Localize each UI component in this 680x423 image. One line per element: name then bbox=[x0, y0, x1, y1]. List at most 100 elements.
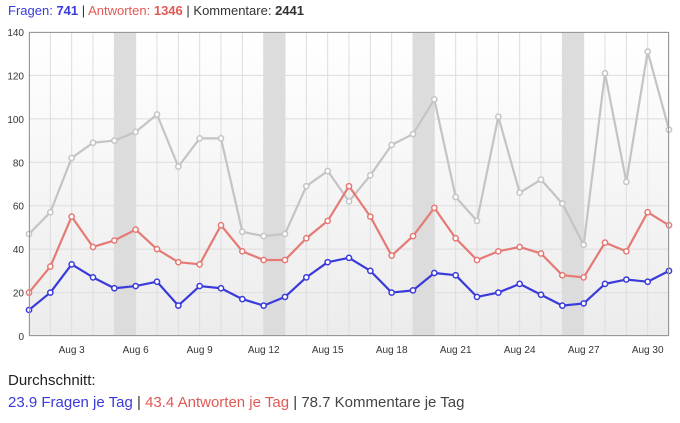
answers-point bbox=[558, 271, 566, 279]
comments-point bbox=[68, 154, 76, 162]
questions-point bbox=[281, 293, 289, 301]
comments-point bbox=[430, 95, 438, 103]
answers-point bbox=[196, 260, 204, 268]
questions-point bbox=[580, 300, 588, 307]
comments-point bbox=[345, 198, 353, 205]
questions-point bbox=[68, 260, 76, 268]
y-tick-label: 20 bbox=[13, 289, 25, 300]
comments-point bbox=[388, 141, 396, 149]
series-lines bbox=[25, 48, 673, 314]
answers-point bbox=[409, 232, 417, 240]
x-tick-label: Aug 30 bbox=[632, 345, 664, 356]
questions-point bbox=[366, 267, 374, 275]
questions-total-label: Fragen: bbox=[8, 3, 53, 18]
answers-point bbox=[430, 204, 438, 212]
comments-point bbox=[601, 69, 609, 77]
answers-average: 43.4 Antworten je Tag bbox=[145, 394, 290, 411]
x-tick-label: Aug 24 bbox=[504, 345, 536, 356]
questions-point bbox=[388, 289, 396, 296]
questions-point bbox=[238, 295, 246, 303]
questions-point bbox=[558, 302, 566, 309]
average-summary: 23.9 Fragen je Tag | 43.4 Antworten je T… bbox=[8, 394, 464, 411]
separator: | bbox=[186, 3, 190, 18]
questions-series bbox=[25, 254, 673, 314]
average-heading: Durchschnitt: bbox=[8, 372, 96, 389]
y-tick-label: 0 bbox=[18, 332, 24, 343]
comments-point bbox=[281, 230, 289, 238]
comments-point bbox=[196, 135, 204, 142]
questions-point bbox=[409, 287, 417, 294]
totals-summary: Fragen: 741 | Antworten: 1346 | Kommenta… bbox=[8, 3, 304, 18]
comments-point bbox=[452, 193, 460, 201]
answers-point bbox=[174, 258, 182, 266]
comments-total-label: Kommentare: bbox=[193, 3, 272, 18]
questions-point bbox=[196, 282, 204, 290]
questions-point bbox=[473, 293, 481, 301]
answers-point bbox=[494, 247, 502, 255]
y-tick-label: 60 bbox=[13, 202, 25, 213]
comments-point bbox=[89, 139, 97, 147]
questions-point bbox=[601, 280, 609, 288]
x-tick-label: Aug 6 bbox=[123, 345, 150, 356]
answers-point bbox=[537, 250, 545, 257]
comments-point bbox=[537, 176, 545, 184]
comments-point bbox=[260, 232, 268, 240]
answers-point bbox=[110, 237, 118, 244]
y-tick-label: 100 bbox=[7, 115, 24, 126]
questions-point bbox=[516, 280, 524, 288]
answers-point bbox=[366, 213, 374, 220]
answers-point bbox=[89, 243, 97, 251]
comments-point bbox=[409, 130, 417, 138]
comments-point bbox=[324, 167, 332, 175]
questions-point bbox=[153, 278, 161, 286]
comments-point bbox=[174, 163, 182, 170]
questions-point bbox=[430, 269, 438, 277]
questions-point bbox=[644, 278, 652, 286]
answers-point bbox=[238, 247, 246, 255]
comments-point bbox=[558, 200, 566, 207]
questions-point bbox=[217, 284, 225, 292]
questions-point bbox=[89, 274, 97, 281]
questions-average: 23.9 Fragen je Tag bbox=[8, 394, 133, 411]
separator: | bbox=[136, 394, 141, 411]
answers-point bbox=[580, 274, 588, 281]
answers-point bbox=[452, 234, 460, 242]
questions-point bbox=[345, 254, 353, 262]
x-tick-label: Aug 27 bbox=[568, 345, 600, 356]
answers-point bbox=[644, 208, 652, 216]
y-tick-label: 80 bbox=[13, 158, 25, 169]
answers-point bbox=[302, 234, 310, 242]
weekend-band bbox=[263, 32, 285, 336]
x-tick-label: Aug 3 bbox=[59, 345, 86, 356]
answers-point bbox=[516, 243, 524, 251]
comments-point bbox=[302, 182, 310, 190]
questions-point bbox=[537, 291, 545, 299]
answers-total-label: Antworten: bbox=[88, 3, 151, 18]
answers-point bbox=[153, 245, 161, 253]
questions-point bbox=[452, 271, 460, 279]
questions-total-value: 741 bbox=[56, 3, 79, 18]
answers-point bbox=[622, 247, 630, 255]
y-axis-ticks: 0 20 40 60 80 100 120 140 bbox=[7, 28, 24, 343]
questions-point bbox=[494, 289, 502, 296]
answers-point bbox=[217, 221, 225, 229]
answers-point bbox=[473, 256, 481, 264]
answers-series bbox=[25, 182, 673, 296]
weekend-band bbox=[562, 32, 584, 336]
answers-point bbox=[132, 226, 140, 233]
y-tick-label: 40 bbox=[13, 245, 25, 256]
answers-point bbox=[68, 213, 76, 220]
comments-point bbox=[238, 228, 246, 236]
weekend-band bbox=[114, 32, 136, 336]
comments-series bbox=[25, 48, 673, 249]
answers-point bbox=[345, 182, 353, 190]
comments-point bbox=[217, 135, 225, 142]
comments-point bbox=[153, 111, 161, 118]
comments-point bbox=[46, 208, 54, 216]
comments-point bbox=[580, 241, 588, 249]
x-tick-label: Aug 9 bbox=[187, 345, 214, 356]
separator: | bbox=[81, 3, 86, 18]
x-axis-ticks: Aug 3 Aug 6 Aug 9 Aug 12 Aug 15 Aug 18 Aug 21 A… bbox=[59, 345, 664, 356]
x-tick-label: Aug 21 bbox=[440, 345, 472, 356]
answers-point bbox=[46, 263, 54, 270]
